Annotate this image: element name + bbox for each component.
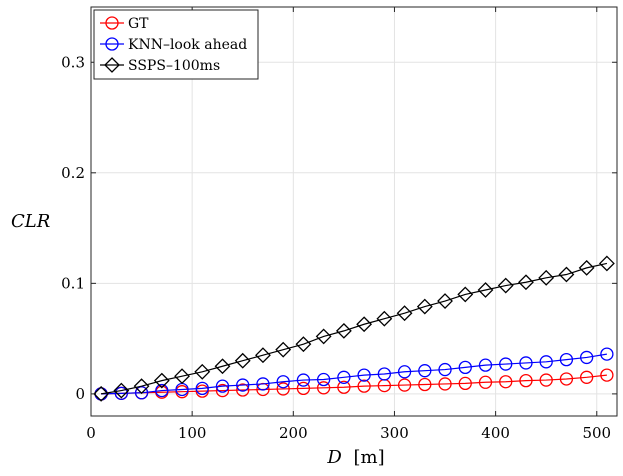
data-point-ssps-100ms [416, 298, 433, 315]
data-point-ssps-100ms [477, 282, 494, 298]
data-point-knn-look-ahead [236, 378, 250, 392]
data-point-ssps-100ms [457, 286, 474, 303]
data-point-gt [458, 376, 472, 391]
data-point-ssps-100ms [376, 310, 393, 327]
data-point-knn-look-ahead [256, 377, 270, 391]
data-point-knn-look-ahead [397, 365, 412, 379]
legend-marker-knn-look-ahead [105, 37, 119, 51]
series-ssps-100ms [93, 255, 615, 402]
x-tick-label: 0 [86, 424, 96, 442]
data-point-gt [499, 375, 513, 389]
data-point-gt [357, 379, 371, 393]
data-point-gt [438, 377, 452, 391]
data-point-gt [418, 377, 432, 392]
y-tick-label: 0.2 [61, 164, 85, 182]
data-point-knn-look-ahead [195, 381, 209, 396]
legend: GT KNN–look ahead SSPS–100ms [93, 9, 259, 80]
series-layer [93, 255, 615, 402]
y-tick-label: 0 [75, 385, 85, 403]
data-point-gt [296, 381, 311, 396]
data-point-ssps-100ms [194, 363, 211, 380]
x-tick-label: 400 [481, 424, 510, 442]
data-point-ssps-100ms [275, 341, 292, 358]
data-point-knn-look-ahead [478, 358, 493, 372]
data-point-gt [580, 370, 594, 384]
data-point-knn-look-ahead [276, 375, 290, 389]
ticks: 0 100 200 300 400 500 0 0.1 0.2 0.3 [61, 7, 617, 442]
data-point-ssps-100ms [598, 255, 615, 272]
y-tick-label: 0.1 [61, 274, 85, 292]
data-point-ssps-100ms [437, 293, 453, 309]
data-point-gt [559, 372, 574, 386]
legend-label-ssps-100ms: SSPS–100ms [128, 58, 220, 74]
legend-label-gt: GT [128, 16, 149, 32]
series-line-ssps-100ms [101, 262, 608, 395]
data-point-gt [276, 382, 290, 396]
data-point-knn-look-ahead [418, 364, 432, 378]
data-point-knn-look-ahead [438, 362, 452, 377]
legend-marker-ssps-100ms [104, 57, 120, 73]
data-point-gt [519, 373, 533, 388]
data-point-knn-look-ahead [580, 350, 594, 365]
data-point-gt [317, 381, 331, 395]
series-line-gt [101, 374, 607, 395]
legend-marker-gt [105, 16, 119, 30]
data-point-ssps-100ms [396, 305, 413, 322]
data-point-knn-look-ahead [114, 386, 128, 400]
series-line-knn-look-ahead [101, 353, 607, 395]
data-point-knn-look-ahead [499, 357, 513, 371]
data-point-ssps-100ms [335, 322, 352, 339]
data-point-ssps-100ms [255, 347, 271, 364]
data-point-knn-look-ahead [296, 373, 311, 387]
x-axis-label: D [m] [326, 447, 384, 468]
data-point-ssps-100ms [153, 372, 170, 389]
data-point-knn-look-ahead [357, 368, 371, 382]
data-point-ssps-100ms [558, 266, 575, 283]
data-point-ssps-100ms [93, 385, 110, 402]
data-point-knn-look-ahead [317, 372, 331, 387]
data-point-ssps-100ms [518, 274, 534, 291]
legend-label-knn-look-ahead: KNN–look ahead [128, 37, 247, 53]
data-point-ssps-100ms [578, 259, 595, 276]
data-point-ssps-100ms [295, 336, 312, 353]
y-tick-label: 0.3 [61, 53, 85, 71]
data-point-knn-look-ahead [377, 367, 391, 381]
data-point-knn-look-ahead [215, 379, 230, 393]
data-point-ssps-100ms [315, 328, 332, 345]
x-axis-label-unit: [m] [354, 447, 385, 468]
data-point-ssps-100ms [113, 382, 130, 399]
plot-frame [90, 6, 618, 417]
data-point-knn-look-ahead [458, 360, 472, 375]
data-point-knn-look-ahead [337, 370, 351, 384]
data-point-knn-look-ahead [134, 386, 149, 400]
data-point-ssps-100ms [538, 269, 555, 286]
series-gt [94, 368, 614, 401]
x-tick-label: 200 [279, 424, 308, 442]
data-point-gt [236, 383, 250, 397]
data-point-knn-look-ahead [559, 352, 574, 367]
data-point-ssps-100ms [356, 316, 373, 333]
y-axis-label: CLR [11, 211, 50, 232]
data-point-gt [478, 375, 493, 389]
data-point-gt [337, 380, 351, 394]
data-point-gt [600, 368, 614, 382]
data-point-ssps-100ms [214, 358, 231, 375]
x-tick-label: 100 [178, 424, 207, 442]
data-point-ssps-100ms [174, 368, 190, 385]
x-tick-label: 300 [380, 424, 409, 442]
data-point-knn-look-ahead [600, 347, 614, 361]
x-axis-label-variable: D [326, 447, 342, 468]
data-point-ssps-100ms [234, 352, 251, 369]
data-point-ssps-100ms [133, 378, 150, 395]
x-tick-label: 500 [582, 424, 611, 442]
data-point-gt [215, 383, 230, 398]
data-point-gt [539, 373, 553, 387]
data-point-knn-look-ahead [519, 356, 533, 370]
data-point-knn-look-ahead [539, 355, 553, 369]
data-point-knn-look-ahead [155, 383, 169, 398]
data-point-ssps-100ms [497, 277, 514, 294]
data-point-gt [397, 378, 412, 392]
